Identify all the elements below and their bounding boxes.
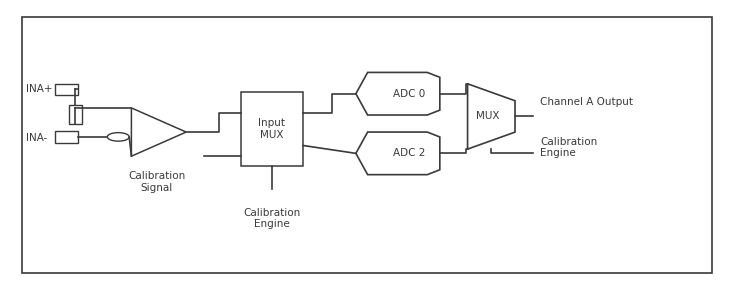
Text: Calibration
Signal: Calibration Signal <box>128 171 185 193</box>
Polygon shape <box>468 84 515 149</box>
Text: INA+: INA+ <box>26 84 52 95</box>
Text: Calibration
Engine: Calibration Engine <box>243 208 300 229</box>
Polygon shape <box>356 132 439 175</box>
Polygon shape <box>356 72 439 115</box>
Text: Input
MUX: Input MUX <box>258 118 285 140</box>
Text: MUX: MUX <box>476 111 499 122</box>
Bar <box>241 92 303 166</box>
Circle shape <box>107 133 129 141</box>
Text: Calibration
Engine: Calibration Engine <box>540 137 597 158</box>
Text: INA-: INA- <box>26 133 47 143</box>
Text: Channel A Output: Channel A Output <box>540 97 633 107</box>
Polygon shape <box>131 108 186 156</box>
Bar <box>55 84 78 95</box>
Text: ADC 2: ADC 2 <box>393 148 425 158</box>
Bar <box>55 131 78 143</box>
Bar <box>69 105 82 124</box>
Text: ADC 0: ADC 0 <box>393 89 425 99</box>
